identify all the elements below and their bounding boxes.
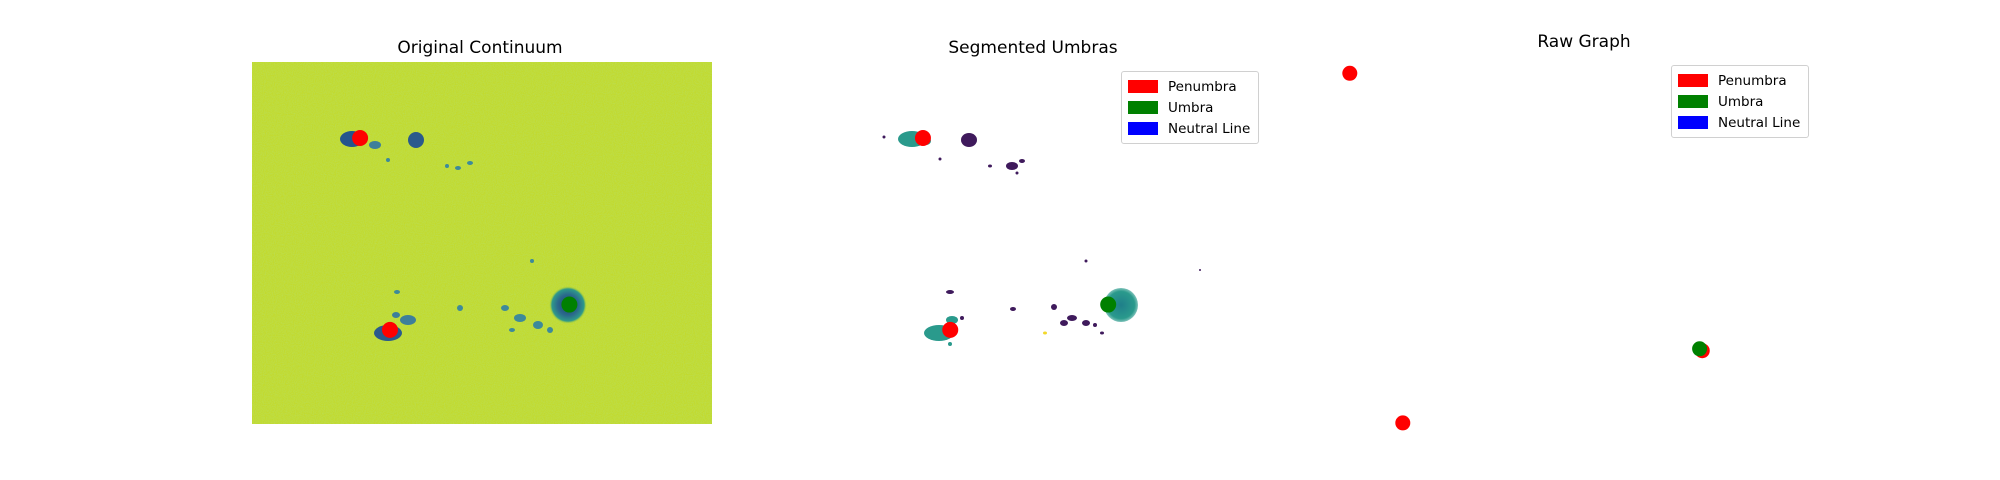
panel-3-title: Raw Graph — [1537, 32, 1631, 52]
segmented-points — [914, 130, 1117, 338]
point-penumbra — [382, 321, 398, 338]
continuum-points — [352, 130, 578, 338]
point-penumbra — [1694, 343, 1710, 359]
point-penumbra — [914, 130, 931, 147]
legend-item-penumbra: Penumbra — [1678, 70, 1800, 91]
point-penumbra — [1395, 415, 1411, 431]
legend-label: Umbra — [1718, 93, 1764, 110]
panel-1-title: Original Continuum — [397, 38, 563, 58]
legend-label: Neutral Line — [1718, 114, 1801, 131]
point-penumbra — [1342, 65, 1358, 81]
point-umbra — [561, 296, 578, 313]
segmented-regions — [882, 131, 1201, 346]
legend-item-penumbra: Penumbra — [1128, 76, 1250, 97]
legend-item-neutral-line: Neutral Line — [1678, 112, 1800, 133]
legend-swatch-penumbra — [1678, 74, 1708, 87]
point-umbra — [1100, 296, 1117, 313]
legend-label: Penumbra — [1718, 72, 1787, 89]
legend-swatch-neutral-line — [1128, 122, 1158, 135]
legend-swatch-penumbra — [1128, 80, 1158, 93]
panel-2-title: Segmented Umbras — [948, 38, 1118, 58]
continuum-image — [252, 62, 712, 424]
legend-segmented: Penumbra Umbra Neutral Line — [1121, 71, 1260, 144]
legend-swatch-umbra — [1678, 95, 1708, 108]
legend-swatch-umbra — [1128, 101, 1158, 114]
legend-label: Penumbra — [1168, 78, 1237, 95]
legend-item-neutral-line: Neutral Line — [1128, 118, 1250, 139]
legend-label: Neutral Line — [1168, 120, 1251, 137]
legend-item-umbra: Umbra — [1678, 91, 1800, 112]
legend-item-umbra: Umbra — [1128, 97, 1250, 118]
legend-raw-graph: Penumbra Umbra Neutral Line — [1671, 65, 1810, 138]
legend-swatch-neutral-line — [1678, 116, 1708, 129]
legend-label: Umbra — [1168, 99, 1214, 116]
raw-graph-points — [1342, 65, 1710, 431]
point-penumbra — [942, 321, 959, 338]
point-penumbra — [352, 130, 369, 147]
point-umbra — [1692, 341, 1708, 357]
continuum-spots — [340, 131, 587, 341]
